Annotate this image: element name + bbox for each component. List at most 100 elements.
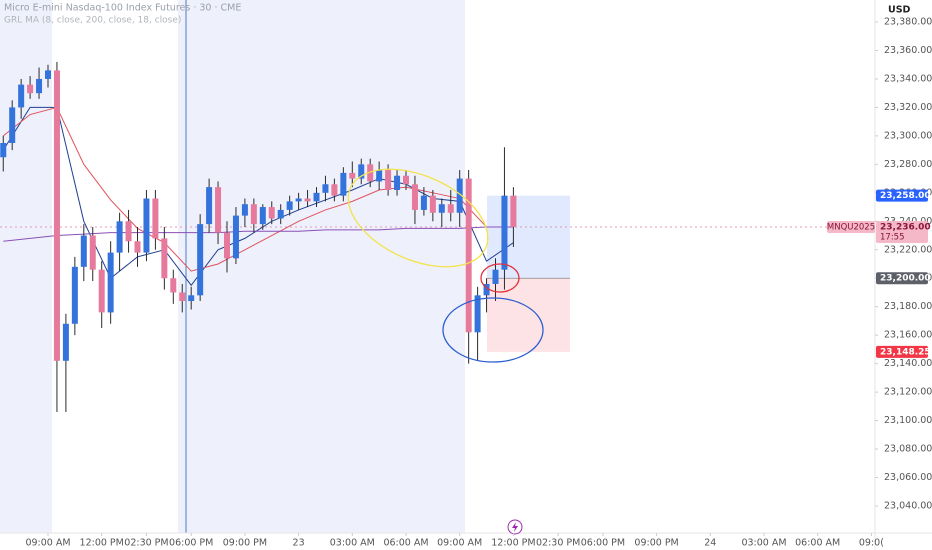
y-tick-label: 23,360.00 [884,45,932,56]
y-tick-label: 23,060.00 [884,472,932,483]
candle-body [456,178,463,213]
x-tick-label: 12:00 PM [491,538,535,549]
candle-body [268,207,275,219]
x-tick-label: 12:00 PM [80,538,124,549]
x-tick-label: 09:00 AM [437,538,482,549]
candle-body [197,224,204,296]
moving-average [2,106,514,272]
x-tick-label: 09:0( [859,538,884,549]
candle-body [385,170,392,190]
candle-body [107,252,114,313]
y-tick-label: 23,220.00 [884,244,932,255]
candle-body [349,172,356,179]
x-tick-label: 06:00 AM [383,538,428,549]
candle-body [286,201,293,210]
candle-body [241,204,248,216]
entry-price-tag: 23,200.00 [880,274,931,284]
session-shade [178,0,465,533]
y-tick-label: 23,340.00 [884,73,932,84]
currency: USD [888,5,911,16]
y-tick-label: 23,380.00 [884,17,932,28]
moving-average [3,226,514,242]
candle-body [80,235,87,267]
candle-body [224,232,230,259]
candle-body [215,187,222,233]
x-tick-label: 02:30 PM [536,538,580,549]
chart-title: Micro E-mini Nasdaq-100 Index Futures · … [4,3,241,14]
candle-body [152,198,159,239]
candle-body [71,266,78,324]
candle-body [465,178,472,333]
candle-body [259,207,266,225]
candle-body [161,238,168,279]
candle-body [36,78,43,94]
x-tick-label: 03:00 AM [330,538,375,549]
y-tick-label: 23,140.00 [884,358,932,369]
candle-body [116,221,123,253]
y-tick-label: 23,180.00 [884,301,932,312]
x-tick-label: 03:00 AM [741,538,786,549]
x-tick-label: 02:30 PM [124,538,168,549]
candle-body [304,198,311,202]
x-tick-label: 09:00 PM [223,538,267,549]
x-tick-label: 23 [293,538,305,549]
candle-body [420,195,427,210]
candle-body [313,192,320,202]
candle-body [134,241,141,253]
session-shade [0,0,52,533]
candle-body [188,295,195,302]
y-tick-label: 23,300.00 [884,130,932,141]
stop-price-tag-bg [876,345,928,358]
candle-body [447,204,454,213]
target-price-tag: 23,258.00 [880,191,931,201]
event-icon-bolt [512,522,518,532]
x-tick-label: 06:00 AM [795,538,840,549]
candle-body [45,70,51,79]
y-tick-label: 23,320.00 [884,102,932,113]
last-price-tag: 23,236.00 [880,222,931,232]
axis-layer: 23,040.00 23,060.00 23,080.00 23,100.00 23,1… [25,17,932,549]
candle-body [411,184,418,210]
y-tick-label: 23,080.00 [884,444,932,455]
candle-body [322,184,329,193]
candle-body [89,235,96,270]
candle-body [206,187,213,225]
candle-body [510,195,517,227]
target-price-tag-bg [876,189,928,202]
y-tick-label: 23,280.00 [884,159,932,170]
x-tick-label: 24 [704,538,716,549]
candle-body [403,175,409,185]
last-price-tag-countdown: 17:55 [880,232,905,242]
candle-body [340,172,347,196]
candle-body [170,278,177,293]
yellow-ellipse [347,168,489,268]
symbol-tag: MNQU2025 [827,222,875,232]
candle-body [53,70,60,361]
candle-body [438,204,445,213]
blue-circle [442,297,544,363]
candle-body [98,269,105,313]
candle-body [27,84,34,94]
x-tick-label: 06:00 PM [169,538,213,549]
y-tick-label: 23,120.00 [884,387,932,398]
y-tick-label: 23,040.00 [884,501,932,512]
candle-body [232,215,239,259]
candle-body [376,170,383,182]
candle-body [331,184,338,196]
entry-price-tag-bg [876,272,928,285]
candle-body [143,198,150,253]
candle-body [474,295,481,333]
x-tick-label: 09:00 PM [634,538,678,549]
candle-body [295,198,302,202]
y-tick-label: 23,160.00 [884,330,932,341]
candle-body [394,175,401,190]
profit-zone [487,195,570,279]
indicator-label: GRL MA (8, close, 200, close, 18, close) [4,16,181,26]
candle-body [0,143,7,158]
candle-layer [0,61,517,413]
candle-body [429,195,436,213]
stop-price-tag: 23,148.25 [880,347,931,357]
candle-body [501,195,508,270]
x-tick-label: 09:00 AM [25,538,70,549]
